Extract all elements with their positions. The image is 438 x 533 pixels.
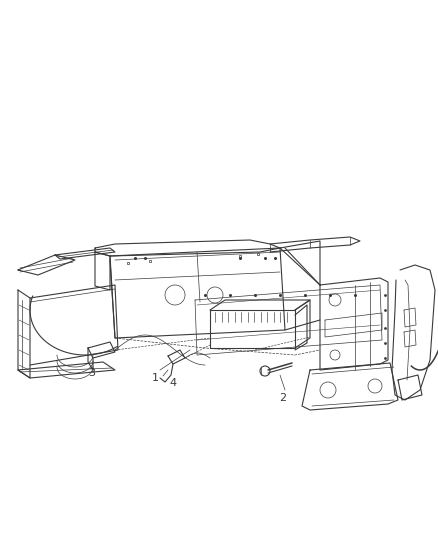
Text: 2: 2 [279,393,286,403]
Text: 3: 3 [88,368,95,378]
Text: 4: 4 [170,378,177,388]
Text: 1: 1 [152,373,159,383]
